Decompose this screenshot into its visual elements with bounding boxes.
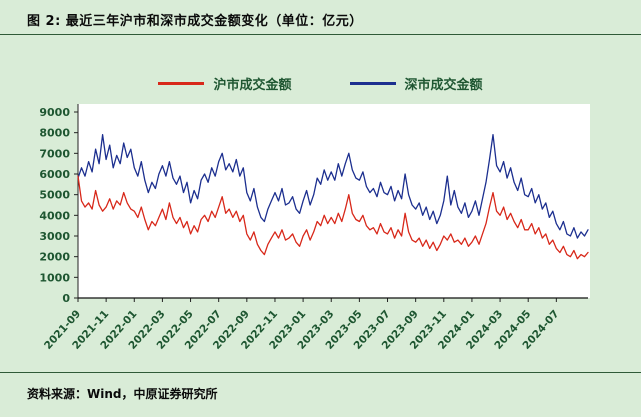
y-tick-label: 3000 — [39, 230, 70, 243]
shanghai-turnover-line — [77, 175, 589, 260]
y-tick-label: 2000 — [39, 251, 70, 264]
shenzhen-line-swatch — [349, 82, 396, 85]
chart-legend: 沪市成交金额 深市成交金额 — [0, 74, 641, 93]
figure-title: 图 2: 最近三年沪市和深市成交金额变化（单位：亿元） — [27, 14, 363, 29]
shanghai-line-swatch — [158, 82, 205, 85]
legend-label-shenzhen: 深市成交金额 — [404, 78, 483, 93]
legend-item-shanghai: 沪市成交金额 — [158, 74, 292, 93]
y-tick-label: 0 — [62, 292, 70, 305]
chart-canvas: 0100020003000400050006000700080009000202… — [39, 104, 590, 352]
legend-item-shenzhen: 深市成交金额 — [349, 74, 483, 93]
legend-label-shanghai: 沪市成交金额 — [213, 78, 292, 93]
y-tick-label: 1000 — [39, 271, 70, 284]
y-tick-label: 4000 — [39, 209, 70, 222]
source-note: 资料来源：Wind，中原证券研究所 — [27, 387, 218, 401]
plot-area — [78, 104, 590, 298]
y-tick-label: 7000 — [39, 147, 70, 160]
y-tick-label: 9000 — [39, 106, 70, 119]
y-tick-label: 5000 — [39, 189, 70, 202]
y-tick-label: 6000 — [39, 168, 70, 181]
y-tick-label: 8000 — [39, 127, 70, 140]
footer-divider — [0, 372, 641, 373]
title-divider — [0, 34, 641, 35]
shenzhen-turnover-line — [77, 134, 589, 239]
